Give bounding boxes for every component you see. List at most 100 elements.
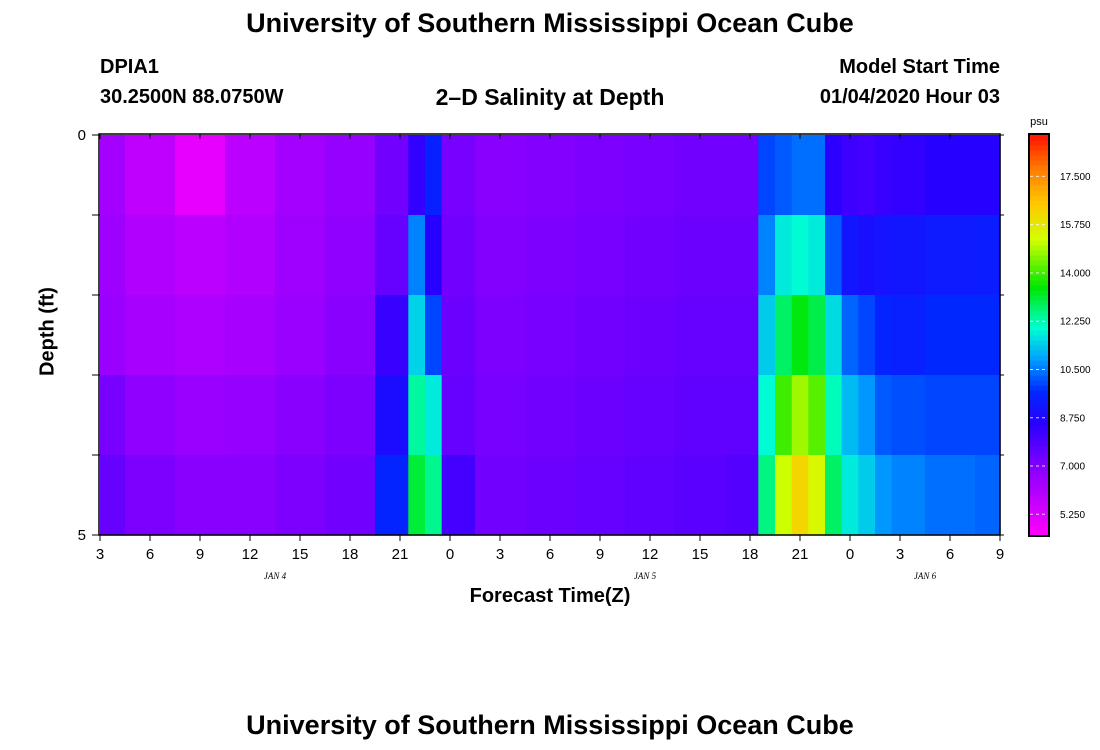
heatmap-cell [675,375,726,456]
heatmap-cell [758,135,776,216]
colorbar-swatch [1030,395,1048,401]
heatmap-cell [758,455,776,536]
heatmap-cell [175,135,226,216]
heatmap-cell [841,375,859,456]
heatmap-cell [125,375,176,456]
heatmap-cell [100,295,126,376]
colorbar-tick-label: 8.750 [1060,413,1085,424]
colorbar-swatch [1030,445,1048,451]
heatmap-cell [525,215,576,296]
x-tick-label: 3 [96,546,104,563]
colorbar-swatch [1030,180,1048,186]
colorbar-swatch [1030,340,1048,346]
x-tick-label: 6 [146,546,154,563]
heatmap-cell [408,375,426,456]
colorbar-swatch [1030,310,1048,316]
page-title-bottom: University of Southern Mississippi Ocean… [246,710,854,740]
heatmap-cell [675,455,726,536]
colorbar-swatch [1030,465,1048,471]
heatmap-cell [858,295,876,376]
colorbar-swatch [1030,500,1048,506]
heatmap-cell [425,455,443,536]
heatmap-cell [375,215,409,296]
heatmap-cell [775,295,793,376]
heatmap-cell [125,295,176,376]
colorbar-swatch [1030,385,1048,391]
heatmap-cell [425,135,443,216]
heatmap-cell [808,375,826,456]
colorbar-swatch [1030,485,1048,491]
colorbar-swatch [1030,450,1048,456]
colorbar-swatch [1030,400,1048,406]
colorbar-swatch [1030,455,1048,461]
heatmap-cell [325,455,376,536]
heatmap-cell [825,455,843,536]
colorbar-swatch [1030,185,1048,191]
colorbar-swatch [1030,365,1048,371]
heatmap-cell [758,375,776,456]
colorbar-swatch [1030,160,1048,166]
colorbar-swatch [1030,370,1048,376]
date-label: JAN 5 [634,571,657,581]
colorbar-swatch [1030,420,1048,426]
heatmap-cell [441,375,476,456]
x-tick-label: 6 [546,546,554,563]
heatmap-cell [808,215,826,296]
heatmap-cell [100,455,126,536]
heatmap-cell [875,295,893,376]
colorbar-tick-label: 12.250 [1060,317,1091,328]
x-tick-label: 21 [392,546,409,563]
heatmap-cell [525,295,576,376]
colorbar-swatch [1030,145,1048,151]
colorbar-swatch [1030,470,1048,476]
heatmap-cell [375,455,409,536]
heatmap-cell [725,375,759,456]
heatmap-cell [175,375,226,456]
heatmap-cell [891,455,926,536]
colorbar-swatch [1030,355,1048,361]
x-tick-label: 9 [196,546,204,563]
colorbar-swatch [1030,285,1048,291]
y-axis-label: Depth (ft) [36,287,59,376]
colorbar-tick-label: 7.000 [1060,462,1085,473]
heatmap-cell [775,455,793,536]
model-start-label: Model Start Time [839,56,1000,78]
heatmap-cell [625,375,676,456]
heatmap-cell [791,215,809,296]
heatmap-cell [441,455,476,536]
colorbar-swatch [1030,275,1048,281]
heatmap-cell [775,215,793,296]
heatmap-cell [575,135,626,216]
heatmap-cell [408,295,426,376]
heatmap-cell [858,375,876,456]
colorbar-swatch [1030,305,1048,311]
x-tick-label: 0 [446,546,454,563]
heatmap-cell [791,295,809,376]
colorbar-swatch [1030,405,1048,411]
heatmap-cell [408,215,426,296]
heatmap-cell [575,375,626,456]
colorbar-swatch [1030,510,1048,516]
x-tick-label: 15 [692,546,709,563]
heatmap-cell [225,295,276,376]
heatmap-cell [675,295,726,376]
heatmap-cell [825,215,843,296]
colorbar-swatch [1030,150,1048,156]
heatmap-cell [175,215,226,296]
heatmap-cell [841,215,859,296]
colorbar-swatch [1030,235,1048,241]
heatmap-cell [925,215,976,296]
colorbar-swatch [1030,290,1048,296]
heatmap-cell [175,295,226,376]
heatmap-cell [475,215,526,296]
colorbar-swatch [1030,475,1048,481]
colorbar-swatch [1030,195,1048,201]
colorbar-swatch [1030,325,1048,331]
colorbar-swatch [1030,260,1048,266]
colorbar-swatch [1030,190,1048,196]
heatmap-cell [425,375,443,456]
heatmap-cell [775,375,793,456]
heatmap-cell [175,455,226,536]
heatmap-cell [841,295,859,376]
